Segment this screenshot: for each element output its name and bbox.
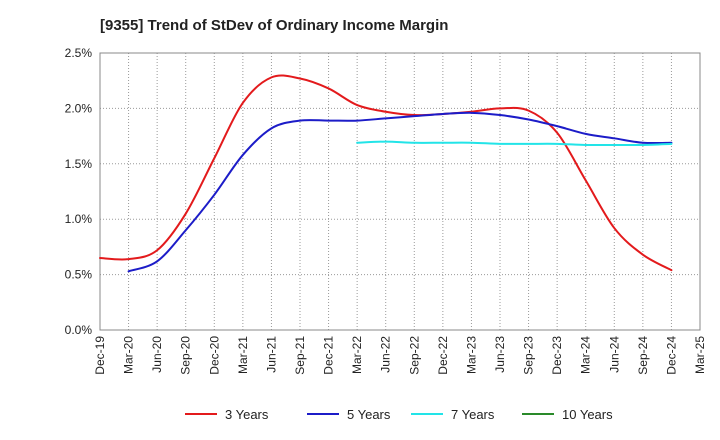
legend-label-3-years: 3 Years — [225, 407, 269, 422]
x-tick-label: Mar-25 — [693, 336, 707, 374]
x-tick-label: Mar-21 — [236, 336, 250, 374]
x-tick-label: Dec-23 — [550, 336, 564, 375]
x-tick-label: Sep-20 — [179, 336, 193, 375]
plot-frame — [99, 52, 701, 331]
y-tick-label: 1.5% — [65, 157, 93, 171]
x-tick-label: Sep-21 — [293, 336, 307, 375]
x-tick-label: Jun-23 — [493, 336, 507, 373]
x-tick-label: Mar-23 — [464, 336, 478, 374]
x-tick-label: Dec-21 — [322, 336, 336, 375]
series-line-7-years — [356, 140, 673, 147]
x-tick-label: Jun-21 — [264, 336, 278, 373]
series-line-3-years — [99, 74, 673, 272]
x-tick-label: Mar-20 — [122, 336, 136, 374]
grid — [99, 52, 701, 331]
legend-label-5-years: 5 Years — [347, 407, 391, 422]
x-tick-label: Sep-24 — [636, 336, 650, 375]
series-lines — [99, 74, 673, 273]
series-line-5-years — [127, 111, 673, 273]
x-tick-label: Mar-22 — [350, 336, 364, 374]
x-tick-label: Jun-24 — [607, 336, 621, 373]
y-tick-label: 1.0% — [65, 212, 93, 226]
x-tick-label: Jun-20 — [150, 336, 164, 373]
legend-label-7-years: 7 Years — [451, 407, 495, 422]
x-tick-label: Jun-22 — [379, 336, 393, 373]
chart-title: [9355] Trend of StDev of Ordinary Income… — [100, 17, 448, 34]
x-tick-label: Dec-20 — [207, 336, 221, 375]
legend-label-10-years: 10 Years — [562, 407, 613, 422]
y-tick-label: 0.0% — [65, 323, 93, 337]
x-tick-label: Dec-22 — [436, 336, 450, 375]
x-tick-label: Sep-23 — [522, 336, 536, 375]
axes: 0.0% 0.5% 1.0% 1.5% 2.0% 2.5% Dec-19 Mar-20 Jun-… — [65, 46, 707, 375]
y-tick-label: 2.5% — [65, 46, 93, 60]
y-tick-label: 2.0% — [65, 101, 93, 115]
x-tick-label: Mar-24 — [579, 336, 593, 374]
legend: 3 Years 5 Years 7 Years 10 Years — [185, 407, 613, 422]
x-tick-label: Dec-24 — [664, 336, 678, 375]
x-tick-label: Dec-19 — [93, 336, 107, 375]
y-tick-label: 0.5% — [65, 268, 93, 282]
x-tick-label: Sep-22 — [407, 336, 421, 375]
